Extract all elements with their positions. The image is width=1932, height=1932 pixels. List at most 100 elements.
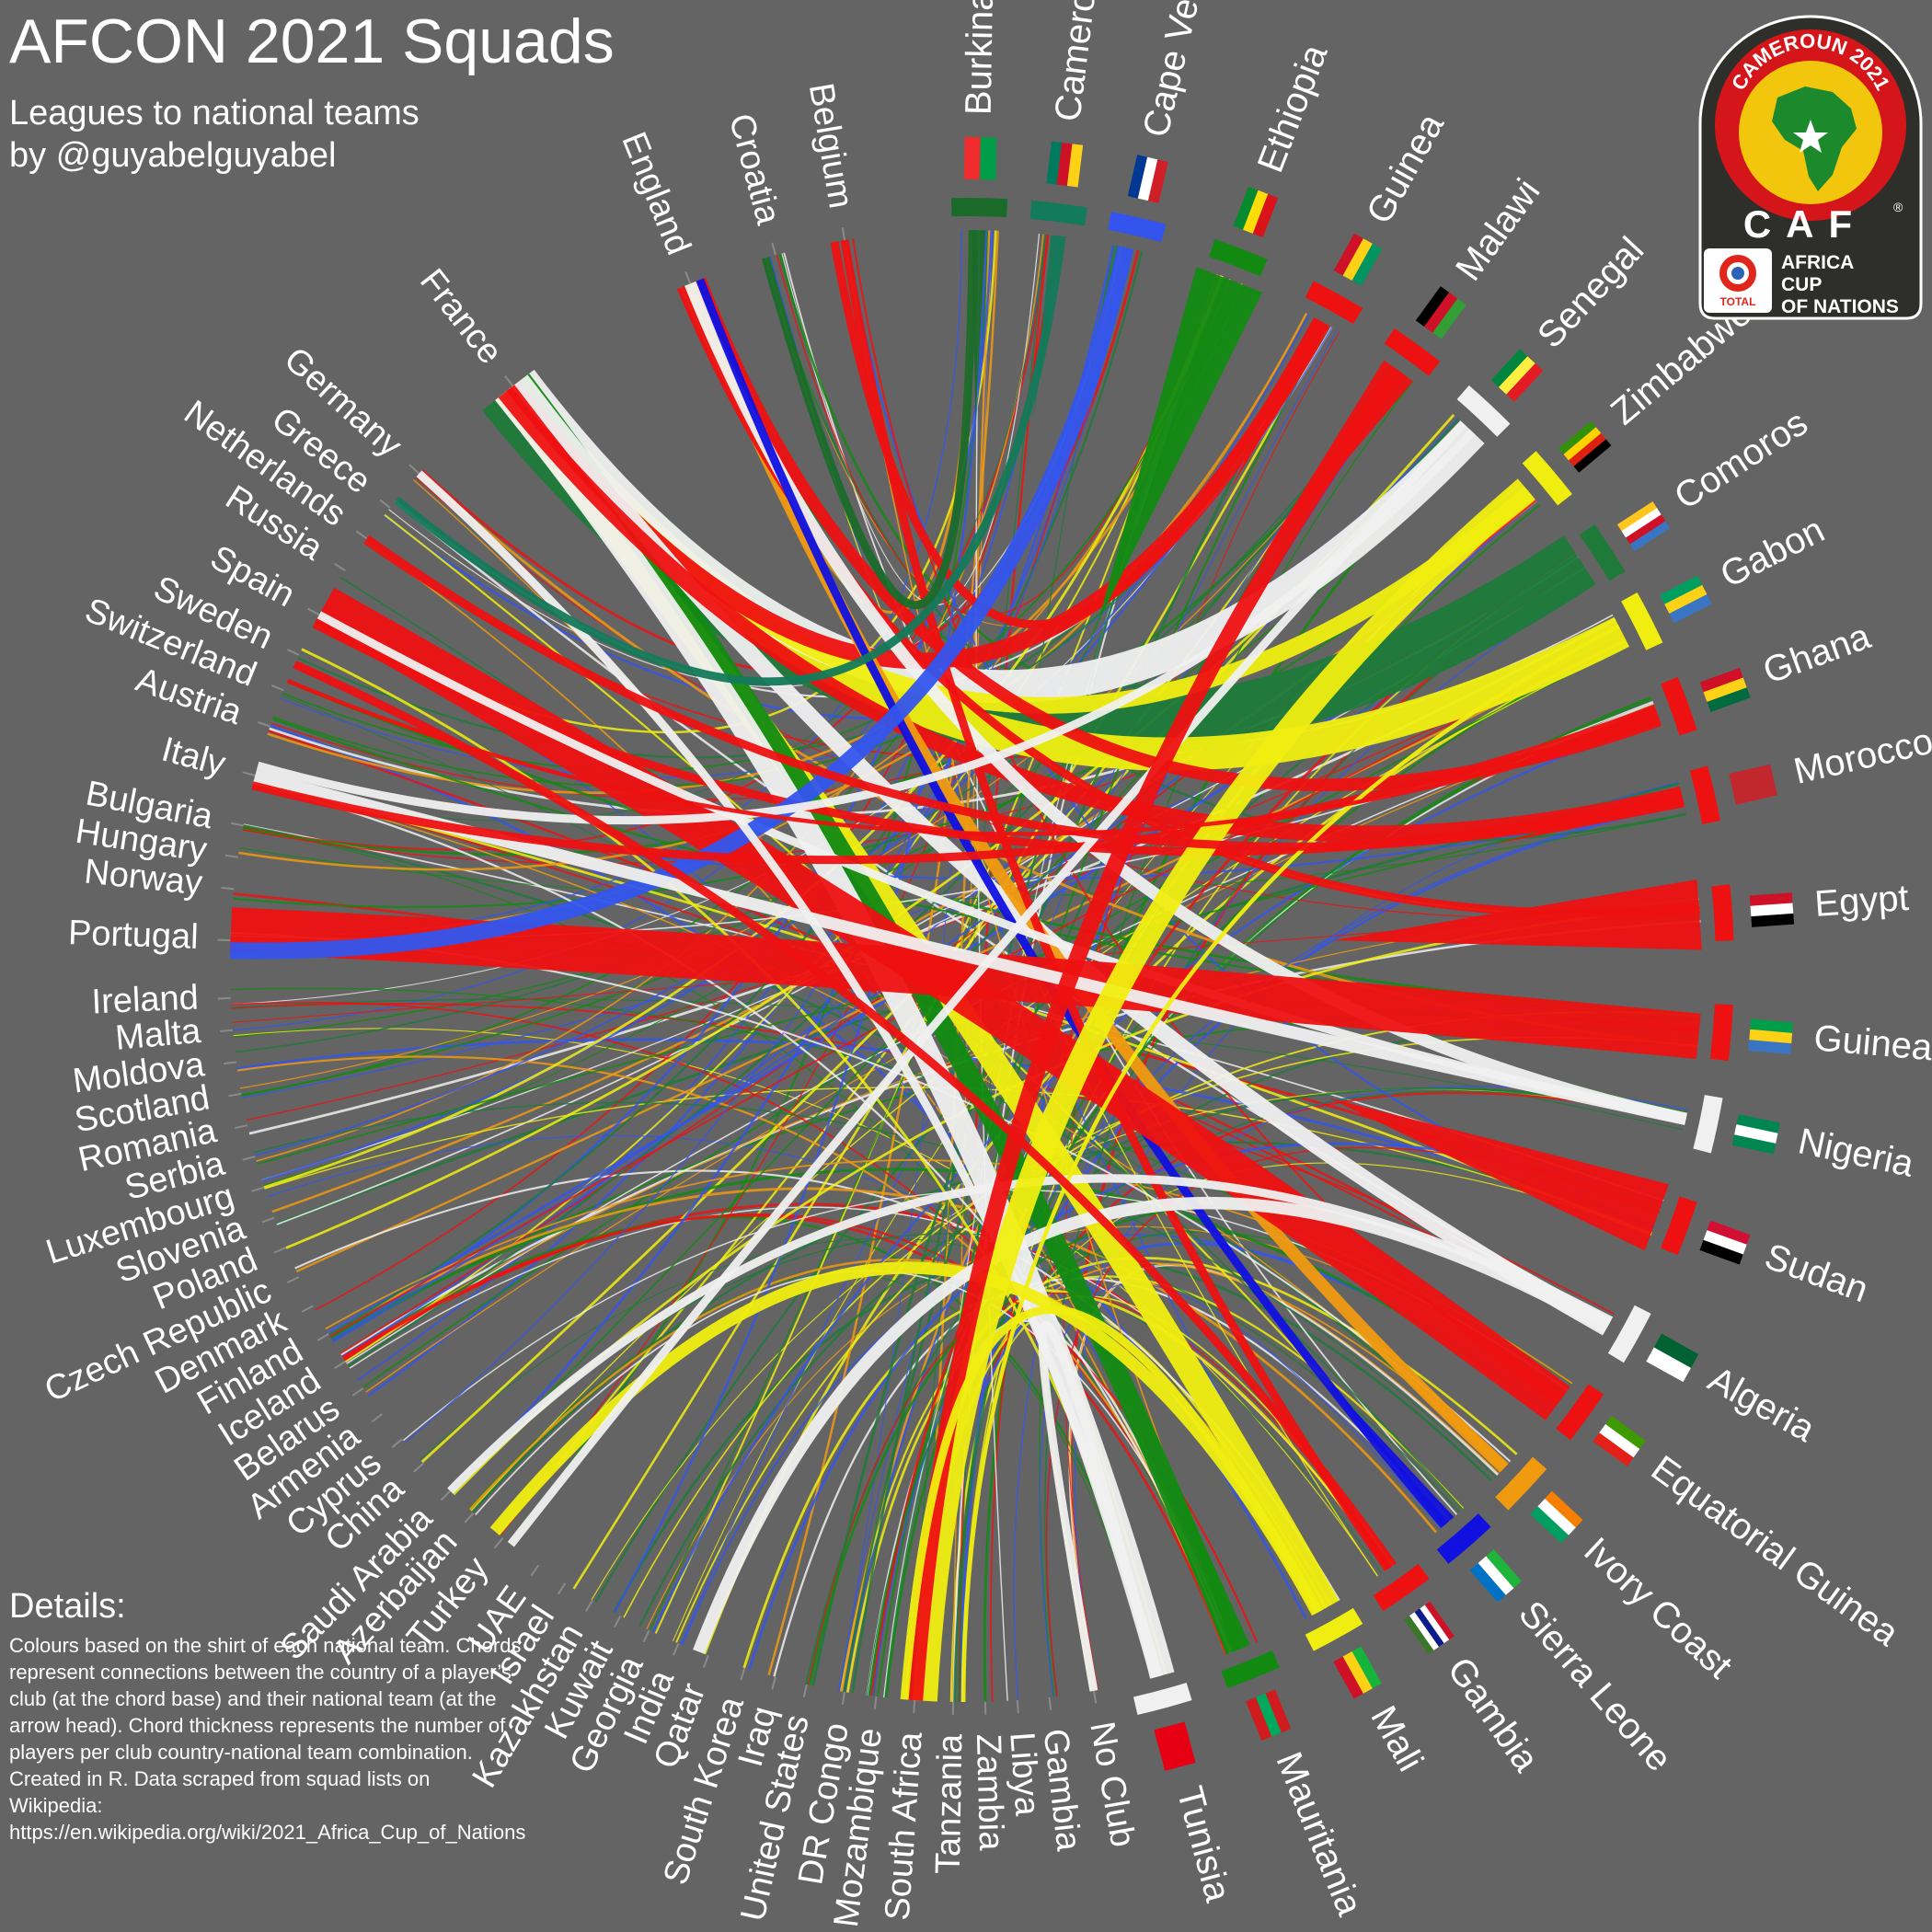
league-sector-bulgaria[interactable] [231,823,244,826]
league-sector-luxembourg[interactable] [252,1188,264,1191]
league-sector-denmark[interactable] [302,1305,313,1312]
logo-line-nations: OF NATIONS [1781,296,1899,317]
flag-ethiopia [1233,187,1278,237]
league-sector-serbia[interactable] [243,1156,256,1160]
league-label-france: France [412,262,510,372]
league-sector-uae[interactable] [531,1565,538,1575]
league-sector-portugal[interactable] [218,940,231,941]
league-sector-spain[interactable] [308,609,319,615]
flag-gambia [1404,1602,1455,1654]
league-sector-poland[interactable] [274,1248,286,1252]
team-sector-zimbabwe[interactable] [1529,457,1565,500]
team-label-gambia: Gambia [1440,1650,1547,1780]
team-sector-comoros[interactable] [1587,530,1617,577]
league-sector-slovenia[interactable] [262,1218,274,1223]
league-sector-georgia[interactable] [644,1630,650,1642]
team-sector-cape-verde[interactable] [1110,221,1164,234]
team-sector-nigeria[interactable] [1702,1097,1714,1151]
team-sector-guinea[interactable] [1309,289,1358,316]
league-sector-malta[interactable] [220,1030,233,1031]
team-label-cameroon: Cameroon [1047,0,1108,123]
league-sector-iceland[interactable] [335,1362,346,1369]
league-sector-moldova[interactable] [224,1062,236,1064]
team-label-ethiopia: Ethiopia [1250,39,1336,178]
team-sector-ethiopia[interactable] [1212,248,1264,269]
team-sector-ivory-coast[interactable] [1501,1463,1539,1503]
team-sector-gabon[interactable] [1629,597,1654,647]
team-sector-sierra-leone[interactable] [1443,1520,1485,1557]
league-sector-norway[interactable] [222,888,235,890]
league-sector-italy[interactable] [243,772,256,776]
team-sector-malawi[interactable] [1389,336,1434,369]
league-sector-romania[interactable] [235,1125,247,1128]
league-sector-czech-republic[interactable] [287,1277,299,1282]
league-sector-gambia[interactable] [1050,1697,1052,1710]
league-sector-austria[interactable] [258,722,270,727]
league-sector-croatia[interactable] [772,243,776,256]
flag-stripe [980,137,996,179]
league-sector-cyprus[interactable] [392,1439,402,1447]
team-sector-guinea-bissau[interactable] [1719,1005,1724,1060]
team-sector-cameroon[interactable] [1031,210,1087,216]
flag-algeria [1646,1334,1698,1382]
team-sector-senegal[interactable] [1463,392,1503,430]
team-sector-equatorial-guinea[interactable] [1563,1389,1596,1434]
league-sector-south-korea[interactable] [741,1668,744,1680]
flag-morocco [1729,765,1777,805]
league-sector-belarus[interactable] [352,1388,363,1396]
team-sector-burkina-faso[interactable] [951,207,1006,208]
team-label-senegal: Senegal [1530,229,1651,355]
league-sector-china[interactable] [414,1464,423,1472]
league-sector-qatar[interactable] [704,1655,708,1667]
team-sector-ghana[interactable] [1669,681,1688,733]
flag-guinea [1334,234,1382,286]
league-sector-sweden[interactable] [287,650,299,655]
flag-senegal [1491,349,1544,401]
team-sector-algeria[interactable] [1616,1309,1642,1358]
league-sector-armenia[interactable] [372,1414,382,1422]
team-label-malawi: Malawi [1448,172,1548,289]
flag-sierra-leone [1470,1549,1522,1602]
team-sector-egypt[interactable] [1720,885,1724,940]
details-panel: Details: Colours based on the shirt of e… [9,1584,635,1846]
league-sector-netherlands[interactable] [356,531,366,538]
league-sector-belgium[interactable] [843,227,845,240]
league-sector-azerbaijan[interactable] [465,1513,473,1523]
chord-domestic-guinea [1229,319,1328,491]
league-sector-turkey[interactable] [495,1538,503,1548]
chord-domestic-egypt [1333,880,1702,950]
team-sector-mauritania[interactable] [1225,1659,1276,1680]
league-sector-india[interactable] [673,1643,679,1655]
league-sector-united-states[interactable] [804,1685,807,1697]
team-label-ghana: Ghana [1758,615,1877,692]
league-sector-no-club[interactable] [1094,1691,1096,1704]
team-label-nigeria: Nigeria [1795,1121,1918,1185]
league-sector-hungary[interactable] [225,856,238,857]
league-sector-russia[interactable] [335,564,346,571]
league-sector-saudi-arabia[interactable] [442,1491,451,1501]
source-url[interactable]: https://en.wikipedia.org/wiki/2021_Afric… [9,1819,635,1846]
league-sector-ireland[interactable] [218,998,231,999]
team-sector-morocco[interactable] [1699,768,1712,822]
league-sector-finland[interactable] [317,1334,328,1340]
chord-domestic-ghana [1467,706,1661,783]
team-label-guinea: Guinea [1359,107,1452,231]
team-sector-gambia[interactable] [1378,1571,1424,1604]
league-sector-switzerland[interactable] [271,685,283,690]
league-sector-mozambique[interactable] [875,1696,877,1709]
team-sector-mali[interactable] [1309,1616,1358,1642]
league-sector-scotland[interactable] [228,1094,241,1096]
team-sector-tunisia[interactable] [1135,1692,1189,1707]
flag-malawi [1416,286,1466,339]
league-sector-england[interactable] [685,271,690,283]
league-sector-dr-congo[interactable] [843,1692,845,1705]
league-sector-france[interactable] [505,376,513,386]
flag-comoros [1617,501,1670,551]
league-label-belgium: Belgium [801,80,860,211]
league-sector-germany[interactable] [409,465,419,473]
league-sector-iraq[interactable] [772,1677,776,1690]
flag-equatorial-guinea [1593,1416,1645,1466]
logo-line-cup: CUP [1781,274,1822,295]
team-sector-sudan[interactable] [1669,1200,1688,1252]
league-sector-greece[interactable] [380,500,390,508]
